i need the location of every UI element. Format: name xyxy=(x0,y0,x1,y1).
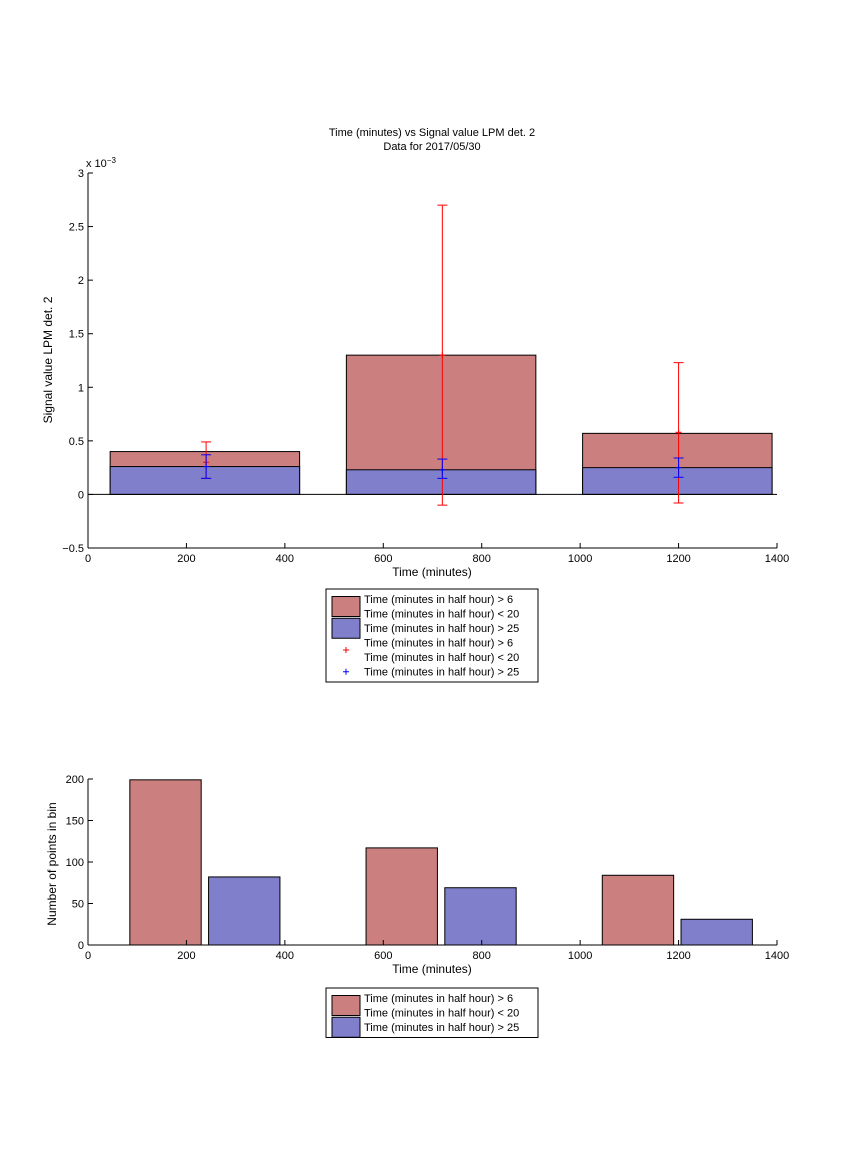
legend-box xyxy=(325,987,539,1038)
count-bar-gt-25 xyxy=(208,876,281,946)
count-bar-gt-25 xyxy=(444,887,517,946)
count-bar-range-6-20 xyxy=(129,779,202,946)
x-tick-label: 0 xyxy=(85,553,91,565)
bar-gt-25 xyxy=(109,466,301,495)
legend-label: Time (minutes in half hour) > 6 xyxy=(364,993,513,1005)
legend-label: Time (minutes in half hour) < 20 xyxy=(364,609,519,621)
x-tick-label: 200 xyxy=(177,553,195,565)
y-tick-label: 0 xyxy=(78,489,84,501)
legend-label: Time (minutes in half hour) < 20 xyxy=(364,652,519,664)
x-tick-label: 1000 xyxy=(568,950,592,962)
signal-chart: Time (minutes) vs Signal value LPM det. … xyxy=(41,127,789,683)
legend-swatch xyxy=(331,596,361,617)
y-tick-label: 1.5 xyxy=(69,329,84,341)
chart-title: Time (minutes) vs Signal value LPM det. … xyxy=(329,127,535,139)
x-axis-label: Time (minutes) xyxy=(392,565,472,579)
bar-gt-25 xyxy=(345,469,537,495)
signal-bars xyxy=(88,354,777,495)
y-tick-label: 0 xyxy=(78,940,84,952)
legend-label: Time (minutes in half hour) > 6 xyxy=(364,594,513,606)
y-axis-label: Signal value LPM det. 2 xyxy=(41,296,55,423)
y-tick-label: 1 xyxy=(78,382,84,394)
count-bar-range-6-20 xyxy=(601,874,675,946)
count-bar-gt-25 xyxy=(680,918,753,946)
count-bar-range-6-20 xyxy=(365,847,438,946)
chart-subtitle: Data for 2017/05/30 xyxy=(383,141,480,153)
x-tick-label: 1200 xyxy=(666,950,690,962)
y-tick-label: −0.5 xyxy=(62,543,84,555)
x-tick-label: 800 xyxy=(473,950,491,962)
legend-label: Time (minutes in half hour) > 25 xyxy=(364,1022,519,1034)
bar-gt-25 xyxy=(582,467,773,495)
legend-label: Time (minutes in half hour) > 25 xyxy=(364,623,519,635)
y-tick-label: 3 xyxy=(78,168,84,180)
x-axis-label: Time (minutes) xyxy=(392,962,472,976)
y-tick-label: 2 xyxy=(78,275,84,287)
x-tick-label: 1400 xyxy=(765,950,789,962)
y-exponent-label: x 10−3 xyxy=(86,156,116,170)
y-tick-label: 200 xyxy=(66,774,84,786)
y-tick-label: 2.5 xyxy=(69,222,84,234)
y-tick-label: 0.5 xyxy=(69,436,84,448)
x-tick-label: 600 xyxy=(374,950,392,962)
legend-label: Time (minutes in half hour) > 6 xyxy=(364,638,513,650)
count-axes: 0 200 400 600 800 1000 1200 1400 0 50 100 150 200 xyxy=(66,774,790,962)
x-tick-label: 800 xyxy=(473,553,491,565)
legend-swatch xyxy=(331,1016,361,1038)
legend-box xyxy=(325,588,539,683)
x-tick-label: 1000 xyxy=(568,553,592,565)
signal-legend: Time (minutes in half hour) > 6 Time (min… xyxy=(325,588,539,683)
legend-swatch xyxy=(331,617,361,639)
count-chart: 0 200 400 600 800 1000 1200 1400 0 50 100 150 200 Ti… xyxy=(45,774,789,1038)
y-tick-label: 100 xyxy=(66,857,84,869)
x-tick-label: 600 xyxy=(374,553,392,565)
count-bars xyxy=(129,779,753,946)
y-tick-label: 150 xyxy=(66,816,84,828)
legend-swatch xyxy=(331,995,361,1016)
x-tick-label: 1400 xyxy=(765,553,789,565)
count-legend: Time (minutes in half hour) > 6 Time (min… xyxy=(325,987,539,1038)
x-tick-label: 200 xyxy=(177,950,195,962)
y-axis-label: Number of points in bin xyxy=(45,802,59,925)
x-tick-label: 0 xyxy=(85,950,91,962)
signal-axes: 0 200 400 600 800 1000 1200 1400−0.500.511.522.… xyxy=(62,168,789,565)
x-tick-label: 400 xyxy=(276,950,294,962)
legend-label: Time (minutes in half hour) < 20 xyxy=(364,1008,519,1020)
y-tick-label: 50 xyxy=(72,899,84,911)
signal-error-bars xyxy=(201,204,684,506)
legend-label: Time (minutes in half hour) > 25 xyxy=(364,667,519,679)
x-tick-label: 400 xyxy=(276,553,294,565)
x-tick-label: 1200 xyxy=(666,553,690,565)
